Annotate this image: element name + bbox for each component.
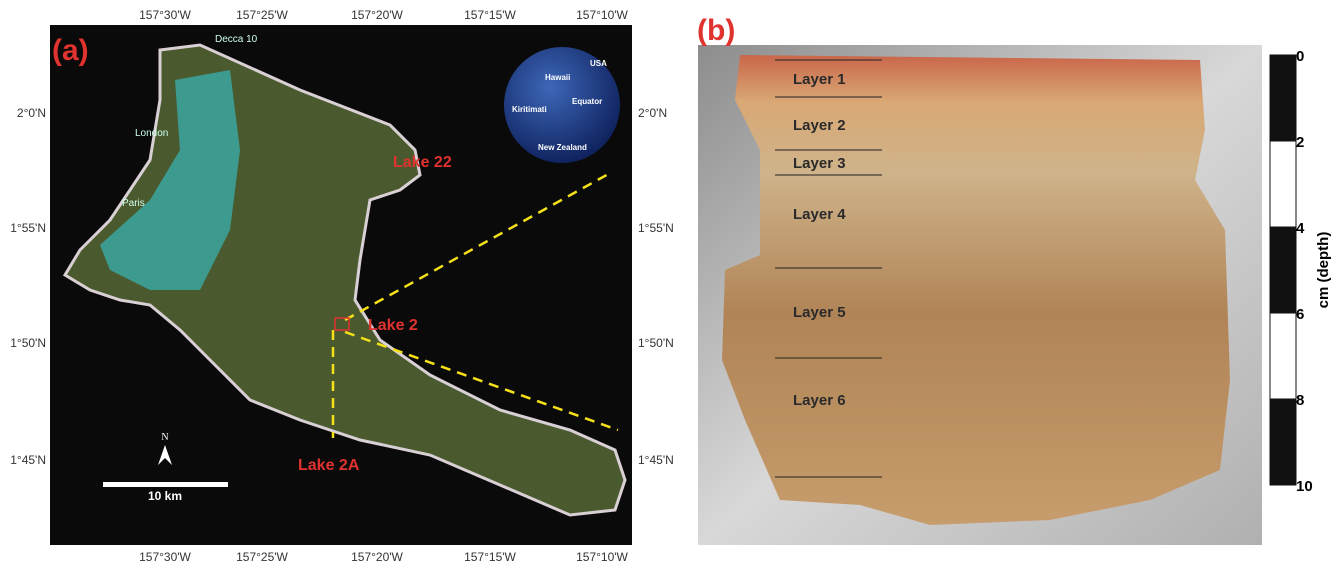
lon-label-top: 157°25'W [236,8,288,22]
scale-bar [103,482,228,487]
depth-segment [1270,227,1296,313]
globe-label: Hawaii [545,73,570,82]
north-label: N [161,432,168,443]
depth-tick-label: 6 [1296,306,1304,323]
lon-label-top: 157°30'W [139,8,191,22]
depth-axis-label: cm (depth) [1315,232,1332,309]
globe-label: New Zealand [538,143,587,152]
lake-label: Lake 2 [368,317,418,334]
layer-label: Layer 1 [793,71,846,88]
depth-tick-label: 10 [1296,478,1313,495]
scale-label: 10 km [148,489,182,503]
layer-label: Layer 2 [793,117,846,134]
lon-label-bottom: 157°20'W [351,550,403,564]
globe-label: USA [590,59,607,68]
depth-tick-label: 2 [1296,134,1304,151]
depth-segment [1270,313,1296,399]
globe-label: Equator [572,97,602,106]
lon-label-bottom: 157°15'W [464,550,516,564]
layer-label: Layer 5 [793,304,846,321]
layer-label: Layer 3 [793,155,846,172]
lon-label-bottom: 157°30'W [139,550,191,564]
lon-label-bottom: 157°10'W [576,550,628,564]
lake-label: Lake 22 [393,154,452,171]
lon-label-top: 157°20'W [351,8,403,22]
lat-label-right: 1°45'N [638,453,674,467]
depth-segment [1270,55,1296,141]
depth-tick-label: 4 [1296,220,1305,237]
place-label: London [135,128,168,139]
lat-label-left: 1°45'N [10,453,46,467]
depth-tick-label: 8 [1296,392,1304,409]
lon-label-top: 157°15'W [464,8,516,22]
lat-label-left: 2°0'N [17,106,46,120]
panel-label: (a) [52,34,89,67]
lon-label-bottom: 157°25'W [236,550,288,564]
place-label: Decca 10 [215,34,258,45]
depth-segment [1270,141,1296,227]
globe-label: Kiritimati [512,105,547,114]
lat-label-left: 1°50'N [10,336,46,350]
lat-label-right: 1°50'N [638,336,674,350]
lon-label-top: 157°10'W [576,8,628,22]
depth-segment [1270,399,1296,485]
lat-label-left: 1°55'N [10,221,46,235]
place-label: Paris [122,198,145,209]
lake-label: Lake 2A [298,457,360,474]
depth-tick-label: 0 [1296,48,1304,65]
layer-label: Layer 6 [793,392,846,409]
layer-label: Layer 4 [793,206,846,223]
figure: (a) 157°30'W 157°30'W 157°25'W 157°25'W 157°2… [0,0,1333,566]
lat-label-right: 1°55'N [638,221,674,235]
lat-label-right: 2°0'N [638,106,667,120]
panel-label: (b) [697,14,735,47]
